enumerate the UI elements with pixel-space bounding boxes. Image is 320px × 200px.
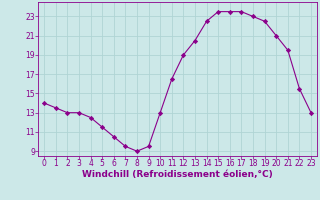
X-axis label: Windchill (Refroidissement éolien,°C): Windchill (Refroidissement éolien,°C)	[82, 170, 273, 179]
